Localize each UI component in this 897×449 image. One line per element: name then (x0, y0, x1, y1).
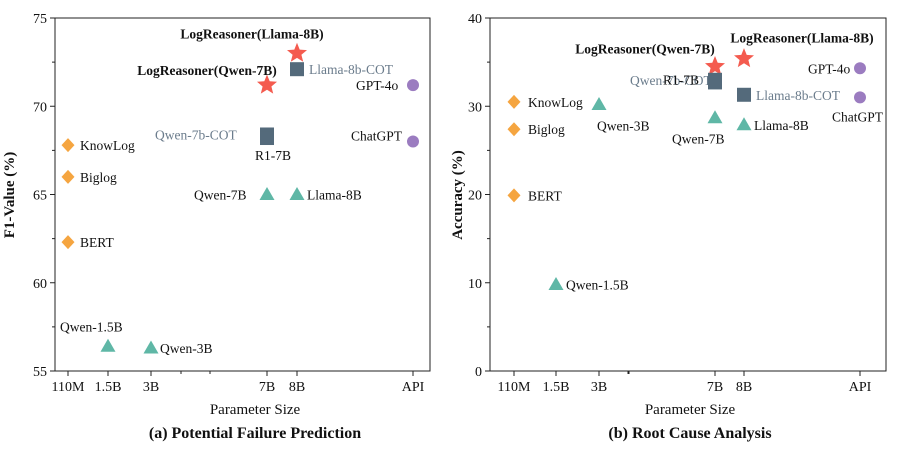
point-qwen-7b (259, 187, 275, 200)
point-label-chatgpt: ChatGPT (351, 129, 403, 144)
y-tick-label: 30 (468, 100, 482, 115)
point-label-qwen-3b: Qwen-3B (160, 341, 213, 356)
point-qwen-7b (707, 110, 723, 124)
point-label-llama-8b-cot: Llama-8b-COT (756, 88, 841, 103)
x-tick-label: API (402, 380, 425, 395)
point-qwen-3b (591, 96, 607, 110)
point-label-llama-8b-cot: Llama-8b-COT (309, 62, 394, 77)
point-label-bert: BERT (528, 188, 562, 203)
y-tick-label: 65 (33, 189, 47, 204)
point-logreasoner-llama-8b (287, 42, 307, 62)
point-qwen-3b (143, 340, 159, 354)
y-tick-label: 20 (468, 189, 482, 204)
point-r1-7b (708, 75, 722, 90)
point-r1-7b (260, 131, 274, 146)
point-label-llama-8b: Llama-8B (307, 188, 362, 203)
chart-failure-prediction: (a) Potential Failure Prediction Paramet… (2, 12, 431, 442)
point-llama-8b-cot (737, 87, 751, 102)
y-tick-label: 0 (475, 365, 482, 380)
x-tick-label: 3B (143, 380, 159, 395)
x-tick-label: 7B (707, 380, 723, 395)
point-label-r1-7b: R1-7B (255, 148, 291, 163)
y-tick-label: 75 (33, 12, 47, 27)
y-tick-label: 40 (468, 12, 482, 27)
point-label-biglog: Biglog (528, 122, 565, 137)
point-label-gpt-4o: GPT-4o (808, 61, 851, 76)
point-label-qwen-7b-cot: Qwen-7b-COT (155, 127, 237, 142)
point-knowlog (61, 138, 75, 153)
point-gpt-4o (854, 62, 866, 75)
point-label-llama-8b: Llama-8B (754, 118, 809, 133)
x-tick-label: 7B (259, 380, 275, 395)
y-axis-label: F1-Value (%) (2, 152, 18, 239)
point-label-bert: BERT (80, 235, 114, 250)
x-axis-label: Parameter Size (210, 402, 301, 418)
point-knowlog (507, 94, 521, 109)
point-label-qwen-7b-cot: Qwen-7b-COT (630, 73, 712, 88)
point-logreasoner-llama-8b (734, 48, 754, 68)
point-logreasoner-qwen-7b (705, 56, 725, 75)
chart-root-cause-analysis: (b) Root Cause Analysis Parameter Size A… (450, 12, 887, 442)
point-llama-8b-cot (290, 62, 304, 77)
point-llama-8b (289, 187, 305, 200)
y-axis-label: Accuracy (%) (450, 150, 466, 240)
y-tick-label: 55 (33, 365, 47, 380)
point-label-qwen-1-5b: Qwen-1.5B (566, 278, 629, 293)
point-label-gpt-4o: GPT-4o (356, 78, 399, 93)
x-tick-label: 110M (52, 380, 85, 395)
x-tick-label: 1.5B (543, 380, 570, 395)
point-gpt-4o (407, 79, 419, 92)
y-tick-label: 10 (468, 277, 482, 292)
x-axis-label: Parameter Size (645, 402, 736, 418)
point-biglog (507, 122, 521, 137)
point-label-logreasoner-qwen-7b: LogReasoner(Qwen-7B) (137, 63, 276, 78)
point-bert (507, 188, 521, 203)
point-biglog (61, 169, 75, 184)
point-label-logreasoner-llama-8b: LogReasoner(Llama-8B) (730, 31, 873, 46)
point-label-biglog: Biglog (80, 170, 117, 185)
point-label-qwen-7b: Qwen-7B (672, 132, 725, 147)
point-llama-8b (736, 117, 752, 131)
point-qwen-1-5b (548, 277, 564, 291)
point-chatgpt (407, 135, 419, 148)
point-bert (61, 235, 75, 250)
x-tick-label: 3B (591, 380, 607, 395)
point-label-knowlog: KnowLog (80, 138, 135, 153)
point-logreasoner-qwen-7b (257, 74, 277, 94)
point-label-qwen-7b: Qwen-7B (194, 188, 247, 203)
point-chatgpt (854, 91, 866, 104)
point-label-logreasoner-llama-8b: LogReasoner(Llama-8B) (180, 26, 323, 41)
point-label-chatgpt: ChatGPT (832, 109, 884, 124)
point-label-qwen-1-5b: Qwen-1.5B (60, 319, 123, 334)
chart-title: (a) Potential Failure Prediction (149, 425, 361, 442)
x-tick-label: 1.5B (95, 380, 122, 395)
point-label-knowlog: KnowLog (528, 95, 583, 110)
point-qwen-1-5b (100, 338, 116, 352)
x-tick-label: API (849, 380, 872, 395)
point-label-logreasoner-qwen-7b: LogReasoner(Qwen-7B) (575, 42, 714, 57)
x-tick-label: 8B (289, 380, 305, 395)
x-tick-label: 110M (498, 380, 531, 395)
chart-title: (b) Root Cause Analysis (608, 425, 771, 442)
x-tick-label: 8B (736, 380, 752, 395)
point-label-r1-7b: R1-7B (663, 72, 699, 87)
y-tick-label: 70 (33, 100, 47, 115)
y-tick-label: 60 (33, 277, 47, 292)
point-label-qwen-3b: Qwen-3B (597, 118, 650, 133)
